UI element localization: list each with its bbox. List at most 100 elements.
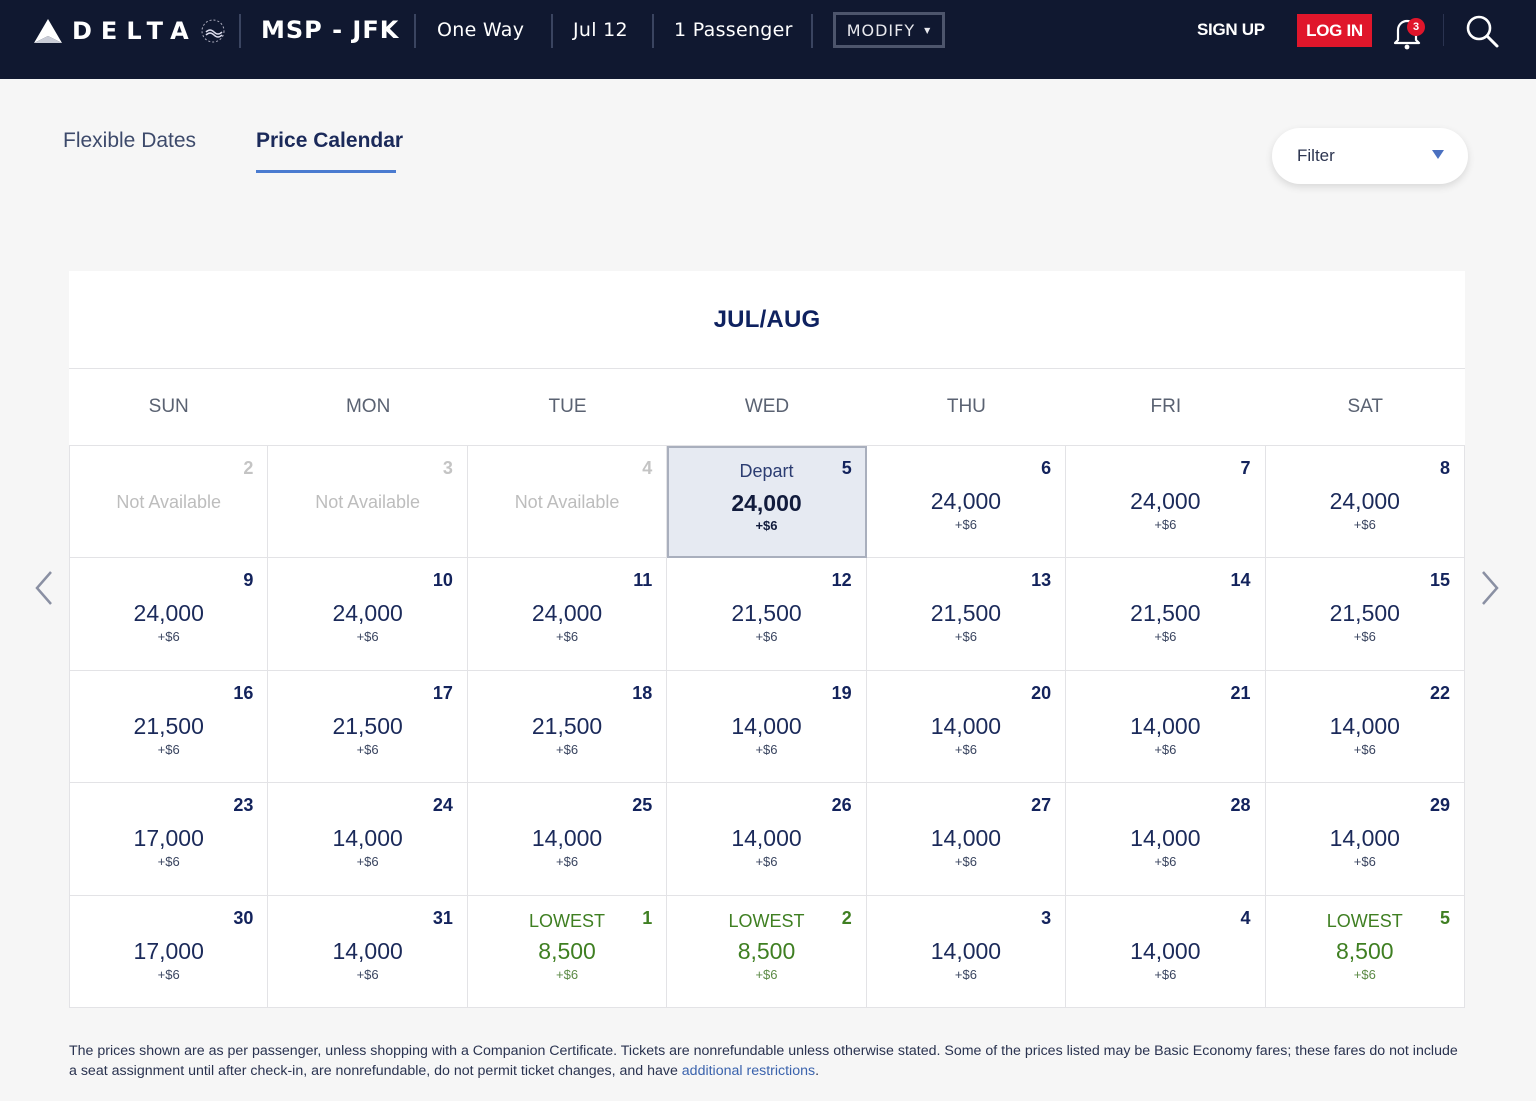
taxes-fee: +$6 [954, 854, 977, 870]
day-number: 27 [1031, 795, 1052, 816]
calendar-day-cell[interactable]: 9 24,000 +$6 [69, 558, 269, 671]
calendar-title: JUL/AUG [69, 271, 1465, 369]
day-number: 26 [831, 795, 852, 816]
day-number: 21 [1230, 682, 1251, 703]
calendar-day-cell[interactable]: 11 24,000 +$6 [467, 558, 668, 671]
calendar-day-cell[interactable]: 20 14,000 +$6 [866, 670, 1067, 784]
calendar-day-cell[interactable]: 21 14,000 +$6 [1066, 670, 1266, 784]
calendar-day-cell[interactable]: 3 14,000 +$6 [866, 895, 1067, 1008]
calendar-day-cell[interactable]: 15 21,500 +$6 [1265, 558, 1465, 671]
miles-price: 21,500 [731, 600, 802, 627]
day-number: 4 [1240, 907, 1251, 928]
calendar-day-cell[interactable]: 7 24,000 +$6 [1066, 446, 1266, 559]
taxes-fee: +$6 [556, 966, 579, 982]
miles-price: 14,000 [1130, 825, 1201, 852]
calendar-day-cell[interactable]: 29 14,000 +$6 [1265, 783, 1465, 896]
miles-price: 21,500 [930, 600, 1002, 627]
taxes-fee: +$6 [157, 741, 180, 757]
day-of-week-header: SUN MON TUE WED THU FRI SAT [69, 369, 1465, 446]
calendar-day-cell[interactable]: 5 Depart 24,000 +$6 [667, 446, 867, 559]
calendar-day-cell[interactable]: 18 21,500 +$6 [467, 670, 668, 784]
divider [551, 14, 553, 48]
taxes-fee: +$6 [1154, 629, 1177, 645]
calendar-day-cell[interactable]: 1 LOWEST 8,500 +$6 [467, 895, 668, 1008]
taxes-fee: +$6 [157, 629, 180, 645]
calendar-day-cell[interactable]: 31 14,000 +$6 [268, 895, 468, 1008]
tab-flexible-dates[interactable]: Flexible Dates [63, 129, 197, 152]
taxes-fee: +$6 [755, 629, 778, 645]
miles-price: 17,000 [133, 825, 204, 852]
calendar-day-cell[interactable]: 25 14,000 +$6 [467, 783, 668, 896]
calendar-day-cell[interactable]: 2 LOWEST 8,500 +$6 [667, 895, 867, 1008]
miles-price: 21,500 [1329, 600, 1400, 627]
taxes-fee: +$6 [755, 854, 778, 870]
divider [1443, 14, 1444, 46]
calendar-day-cell[interactable]: 12 21,500 +$6 [667, 558, 867, 671]
day-number: 7 [1240, 458, 1251, 478]
day-number: 22 [1429, 682, 1450, 703]
calendar-day-cell[interactable]: 19 14,000 +$6 [667, 670, 867, 784]
miles-price: 14,000 [930, 712, 1002, 739]
taxes-fee: +$6 [954, 966, 977, 982]
dow-sat: SAT [1347, 396, 1384, 417]
calendar-day-cell[interactable]: 24 14,000 +$6 [268, 783, 468, 896]
day-number: 20 [1031, 682, 1052, 703]
taxes-fee: +$6 [157, 966, 180, 982]
notification-count-badge: 3 [1407, 18, 1425, 36]
passenger-count: 1 Passenger [674, 19, 793, 41]
calendar-day-cell[interactable]: 10 24,000 +$6 [268, 558, 468, 671]
additional-restrictions-link[interactable]: additional restrictions [681, 1063, 816, 1079]
miles-price: 24,000 [930, 488, 1002, 514]
calendar-day-cell[interactable]: 6 24,000 +$6 [866, 446, 1067, 559]
sign-up-link[interactable]: SIGN UP [1197, 20, 1265, 39]
calendar-day-cell[interactable]: 17 21,500 +$6 [268, 670, 468, 784]
dow-mon: MON [345, 396, 391, 417]
day-number: 10 [432, 570, 453, 591]
miles-price: 21,500 [133, 712, 204, 739]
miles-price: 21,500 [332, 712, 403, 739]
calendar-day-cell[interactable]: 27 14,000 +$6 [866, 783, 1067, 896]
taxes-fee: +$6 [1353, 854, 1376, 870]
modify-label: MODIFY [846, 20, 916, 40]
log-in-button[interactable]: LOG IN [1297, 14, 1372, 47]
taxes-fee: +$6 [1154, 966, 1177, 982]
day-number: 24 [432, 795, 453, 816]
day-number: 3 [442, 458, 453, 478]
calendar-day-cell[interactable]: 8 24,000 +$6 [1265, 446, 1465, 559]
previous-week-arrow-icon[interactable] [33, 568, 55, 608]
day-number: 2 [243, 458, 254, 478]
calendar-day-cell[interactable]: 28 14,000 +$6 [1066, 783, 1266, 896]
calendar-grid: 2 Not Available 3 Not Available 4 Not Availab… [69, 446, 1465, 1008]
day-number: 5 [1439, 907, 1450, 928]
taxes-fee: +$6 [556, 629, 579, 645]
modify-button[interactable]: MODIFY ▼ [833, 12, 945, 48]
calendar-day-cell[interactable]: 22 14,000 +$6 [1265, 670, 1465, 784]
search-icon[interactable] [1464, 13, 1500, 49]
calendar-day-cell[interactable]: 14 21,500 +$6 [1066, 558, 1266, 671]
calendar-day-cell[interactable]: 26 14,000 +$6 [667, 783, 867, 896]
calendar-day-cell[interactable]: 16 21,500 +$6 [69, 670, 269, 784]
tab-price-calendar[interactable]: Price Calendar [256, 129, 404, 152]
taxes-fee: +$6 [556, 854, 579, 870]
calendar-day-cell: 2 Not Available [69, 446, 269, 559]
calendar-day-cell[interactable]: 30 17,000 +$6 [69, 895, 269, 1008]
day-number: 17 [432, 682, 453, 703]
dow-fri: FRI [1150, 396, 1182, 417]
next-week-arrow-icon[interactable] [1479, 568, 1501, 608]
miles-price: 21,500 [1130, 600, 1201, 627]
lowest-badge: LOWEST [529, 910, 606, 931]
caret-down-icon [1432, 150, 1444, 159]
taxes-fee: +$6 [755, 966, 778, 982]
calendar-day-cell[interactable]: 5 LOWEST 8,500 +$6 [1265, 895, 1465, 1008]
miles-price: 24,000 [731, 490, 802, 516]
calendar-day-cell[interactable]: 23 17,000 +$6 [69, 783, 269, 896]
calendar-day-cell[interactable]: 13 21,500 +$6 [866, 558, 1067, 671]
price-calendar: JUL/AUG SUN MON TUE WED THU FRI SAT 2 Not… [69, 271, 1465, 1008]
delta-logo[interactable]: DELTA [34, 14, 226, 48]
day-number: 23 [233, 795, 254, 816]
taxes-fee: +$6 [1154, 741, 1177, 757]
miles-price: 14,000 [1130, 712, 1201, 739]
calendar-day-cell[interactable]: 4 14,000 +$6 [1066, 895, 1266, 1008]
brand-name: DELTA [72, 17, 198, 45]
filter-dropdown[interactable]: Filter [1272, 128, 1468, 184]
